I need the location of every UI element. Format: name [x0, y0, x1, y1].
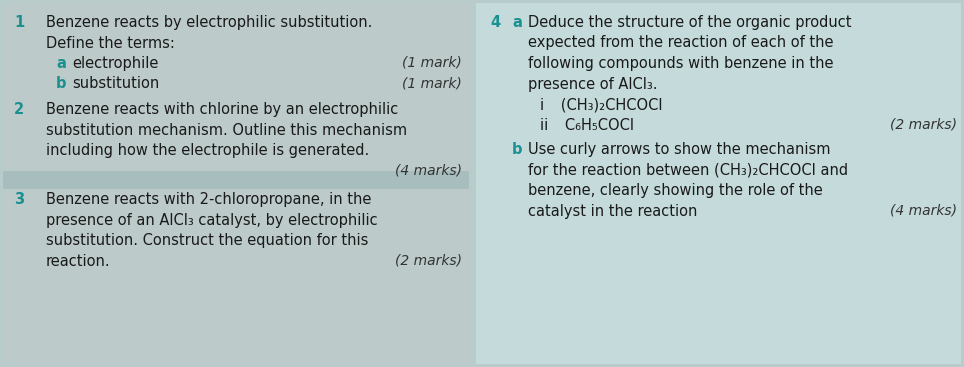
Text: b: b — [56, 76, 67, 91]
Text: a: a — [56, 56, 66, 71]
Text: including how the electrophile is generated.: including how the electrophile is genera… — [46, 143, 369, 158]
Text: following compounds with benzene in the: following compounds with benzene in the — [528, 56, 834, 71]
Text: presence of AlCl₃.: presence of AlCl₃. — [528, 76, 657, 91]
Text: electrophile: electrophile — [72, 56, 158, 71]
Bar — [476, 3, 961, 364]
Text: Benzene reacts with 2-chloropropane, in the: Benzene reacts with 2-chloropropane, in … — [46, 192, 371, 207]
Text: substitution. Construct the equation for this: substitution. Construct the equation for… — [46, 233, 368, 248]
Text: reaction.: reaction. — [46, 254, 111, 269]
Text: (2 marks): (2 marks) — [395, 254, 462, 268]
Text: for the reaction between (CH₃)₂CHCOCI and: for the reaction between (CH₃)₂CHCOCI an… — [528, 163, 848, 178]
Text: benzene, clearly showing the role of the: benzene, clearly showing the role of the — [528, 183, 822, 198]
Text: 2: 2 — [14, 102, 24, 117]
Text: b: b — [512, 142, 522, 157]
Text: 3: 3 — [14, 192, 24, 207]
Text: substitution: substitution — [72, 76, 159, 91]
Bar — [3, 3, 469, 364]
Text: (4 marks): (4 marks) — [890, 204, 957, 218]
Text: substitution mechanism. Outline this mechanism: substitution mechanism. Outline this mec… — [46, 123, 407, 138]
Bar — [3, 171, 469, 189]
Text: presence of an AlCl₃ catalyst, by electrophilic: presence of an AlCl₃ catalyst, by electr… — [46, 213, 378, 228]
Text: Deduce the structure of the organic product: Deduce the structure of the organic prod… — [528, 15, 851, 30]
Text: Define the terms:: Define the terms: — [46, 36, 174, 51]
Text: Use curly arrows to show the mechanism: Use curly arrows to show the mechanism — [528, 142, 831, 157]
Text: Benzene reacts with chlorine by an electrophilic: Benzene reacts with chlorine by an elect… — [46, 102, 398, 117]
Text: Benzene reacts by electrophilic substitution.: Benzene reacts by electrophilic substitu… — [46, 15, 372, 30]
Text: 4: 4 — [490, 15, 500, 30]
Text: expected from the reaction of each of the: expected from the reaction of each of th… — [528, 36, 834, 51]
Text: catalyst in the reaction: catalyst in the reaction — [528, 204, 697, 219]
Text: a: a — [512, 15, 522, 30]
Text: (1 mark): (1 mark) — [402, 56, 462, 70]
Text: (1 mark): (1 mark) — [402, 76, 462, 91]
Text: (4 marks): (4 marks) — [395, 164, 462, 178]
Text: 1: 1 — [14, 15, 24, 30]
Text: i   (CH₃)₂CHCOCI: i (CH₃)₂CHCOCI — [540, 97, 662, 112]
Text: ii   C₆H₅COCI: ii C₆H₅COCI — [540, 117, 634, 132]
Text: (2 marks): (2 marks) — [890, 117, 957, 131]
